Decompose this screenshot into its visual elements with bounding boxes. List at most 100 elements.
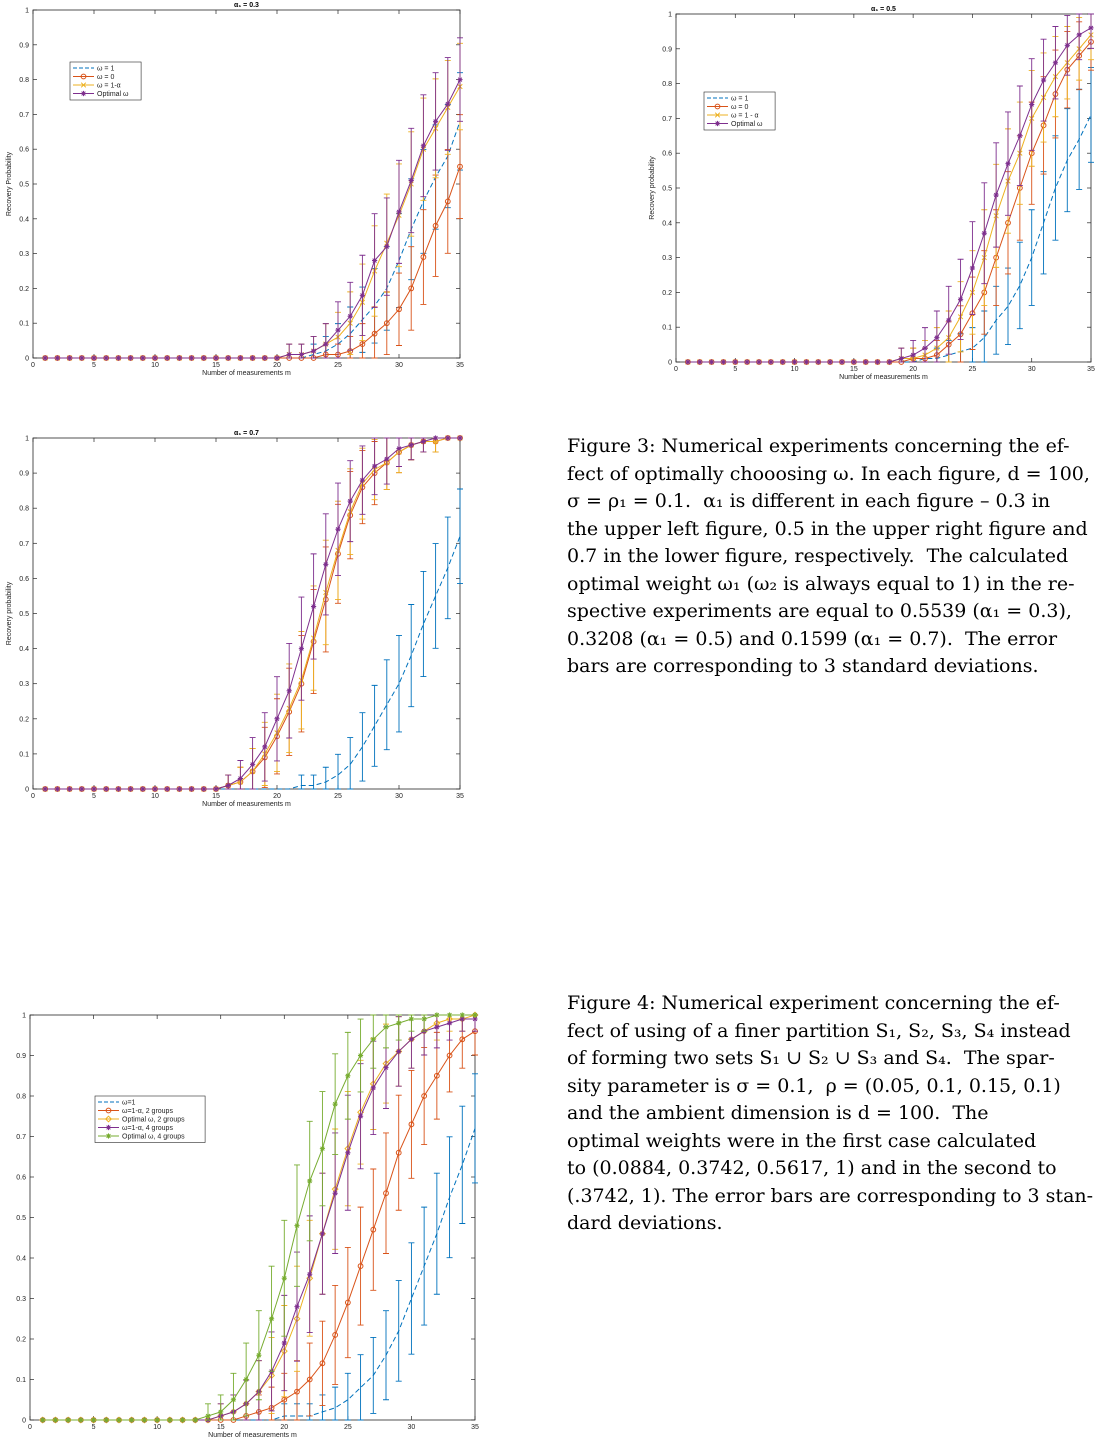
data-point [294, 1304, 300, 1310]
data-point [237, 775, 243, 782]
data-point [307, 1178, 313, 1184]
x-tick-label: 25 [969, 366, 977, 373]
legend-marker [104, 1115, 113, 1123]
data-point [140, 355, 146, 361]
data-point [1005, 161, 1011, 167]
data-point [213, 355, 219, 361]
legend-label: ω = 0 [731, 104, 748, 111]
data-point [103, 786, 109, 792]
x-tick-label: 35 [456, 362, 464, 369]
x-tick-label: 15 [217, 1424, 225, 1431]
data-point [274, 716, 280, 722]
data-point [791, 359, 798, 365]
data-point [152, 355, 158, 361]
data-point [201, 355, 207, 361]
error-bar [1028, 209, 1035, 306]
data-point [319, 1360, 326, 1367]
data-point [115, 1416, 123, 1424]
data-point [323, 341, 329, 347]
x-tick-label: 35 [471, 1424, 479, 1431]
data-point [421, 1016, 427, 1022]
chart-title: α₁ = 0.3 [234, 2, 259, 9]
data-point [323, 561, 329, 567]
error-bar [322, 323, 329, 359]
data-point [176, 355, 182, 361]
y-tick-label: 0.8 [662, 81, 672, 88]
data-point [720, 359, 727, 365]
y-tick-label: 1 [22, 1013, 26, 1020]
legend-label: Optimal ω, 4 groups [122, 1133, 185, 1140]
chart-svg: 0 5 10 15 20 25 30 35 0 0.1 0.2 0.3 0.4 0.5 0.6 0.7 0.8 0… [16, 1011, 479, 1439]
chart-title: α₁ = 0.7 [234, 430, 259, 437]
y-tick-label: 0 [668, 360, 672, 367]
data-point [176, 786, 182, 792]
data-point [225, 782, 231, 789]
y-axis-label: Recovery Probability [6, 151, 13, 216]
data-point [90, 1417, 97, 1423]
data-point [152, 786, 158, 792]
data-point [65, 1417, 71, 1423]
data-point [459, 1036, 466, 1043]
data-point [803, 359, 810, 365]
data-point [128, 1416, 136, 1424]
y-tick-label: 0 [25, 356, 29, 363]
data-point [446, 1052, 453, 1059]
x-tick-label: 5 [92, 1424, 96, 1431]
data-point [1088, 25, 1094, 31]
data-point [77, 1416, 85, 1424]
error-bar [306, 1342, 313, 1417]
data-point [946, 317, 952, 323]
y-tick-label: 1 [25, 8, 29, 15]
data-point [335, 526, 341, 532]
data-point [274, 355, 280, 361]
data-point [179, 1417, 186, 1423]
data-point [179, 1416, 187, 1424]
data-point [732, 359, 738, 365]
data-point [396, 1048, 402, 1055]
data-point [357, 1113, 364, 1119]
chart-alpha-0-3: 0 5 10 15 20 25 30 35 0 0.1 0.2 0.3 0.4 0.5 0.6 0.7 0.8 0… [0, 0, 470, 390]
data-point [1029, 101, 1035, 108]
data-point [262, 355, 268, 361]
y-tick-label: 0.5 [16, 1215, 26, 1222]
x-axis-label: Number of measurements m [208, 1432, 297, 1439]
legend-label: Optimal ω [97, 91, 129, 98]
data-point [396, 445, 402, 452]
data-point [370, 1036, 376, 1042]
legend-label: ω = 1 [97, 65, 114, 72]
error-bar [370, 1336, 377, 1414]
error-bar [395, 1094, 402, 1211]
legend-label: ω=1-α, 4 groups [122, 1125, 173, 1132]
data-point [154, 1417, 160, 1423]
data-point [396, 306, 402, 313]
data-point [396, 209, 402, 215]
data-point [140, 786, 146, 792]
chart-svg: 0 5 10 15 20 25 30 35 0 0.1 0.2 0.3 0.4 0.5 0.6 0.7 0.8 0… [6, 2, 464, 377]
y-tick-label: 0.3 [662, 255, 672, 262]
x-tick-label: 30 [408, 1424, 416, 1431]
y-tick-label: 0.7 [662, 116, 672, 123]
legend-marker [80, 82, 87, 88]
y-axis-label: Recovery probability [6, 581, 13, 645]
data-point [934, 335, 940, 341]
series-4 [685, 13, 1094, 365]
data-point [335, 327, 341, 333]
chart-svg: 0 5 10 15 20 25 30 35 0 0.1 0.2 0.3 0.4 0.5 0.6 0.7 0.8 0… [649, 6, 1095, 381]
data-point [372, 257, 378, 264]
data-point [756, 359, 762, 365]
error-bar [444, 516, 451, 620]
data-point [359, 477, 365, 483]
x-tick-label: 0 [31, 793, 35, 800]
data-point [408, 285, 415, 292]
data-point [225, 355, 231, 361]
data-point [103, 355, 109, 361]
data-point [827, 359, 833, 365]
data-point [420, 254, 427, 260]
x-tick-label: 25 [334, 793, 342, 800]
data-point [250, 761, 256, 768]
data-point [311, 348, 317, 354]
error-bar [459, 1105, 466, 1224]
data-point [52, 1417, 59, 1423]
data-point [103, 1417, 109, 1423]
